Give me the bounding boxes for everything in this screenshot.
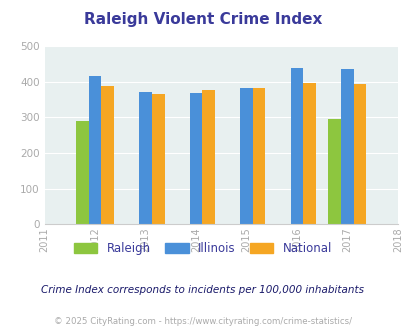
Bar <box>202 90 214 224</box>
Bar <box>89 77 101 224</box>
Bar <box>353 84 365 224</box>
Bar <box>139 92 151 224</box>
Text: Raleigh Violent Crime Index: Raleigh Violent Crime Index <box>83 12 322 26</box>
Bar <box>252 88 265 224</box>
Bar <box>76 121 89 224</box>
Bar <box>240 88 252 224</box>
Legend: Raleigh, Illinois, National: Raleigh, Illinois, National <box>69 237 336 260</box>
Bar <box>290 68 303 224</box>
Bar <box>303 83 315 224</box>
Bar <box>340 69 353 224</box>
Bar <box>101 86 114 224</box>
Text: Crime Index corresponds to incidents per 100,000 inhabitants: Crime Index corresponds to incidents per… <box>41 285 364 295</box>
Bar <box>189 93 202 224</box>
Text: © 2025 CityRating.com - https://www.cityrating.com/crime-statistics/: © 2025 CityRating.com - https://www.city… <box>54 317 351 326</box>
Bar <box>328 119 340 224</box>
Bar <box>151 94 164 224</box>
